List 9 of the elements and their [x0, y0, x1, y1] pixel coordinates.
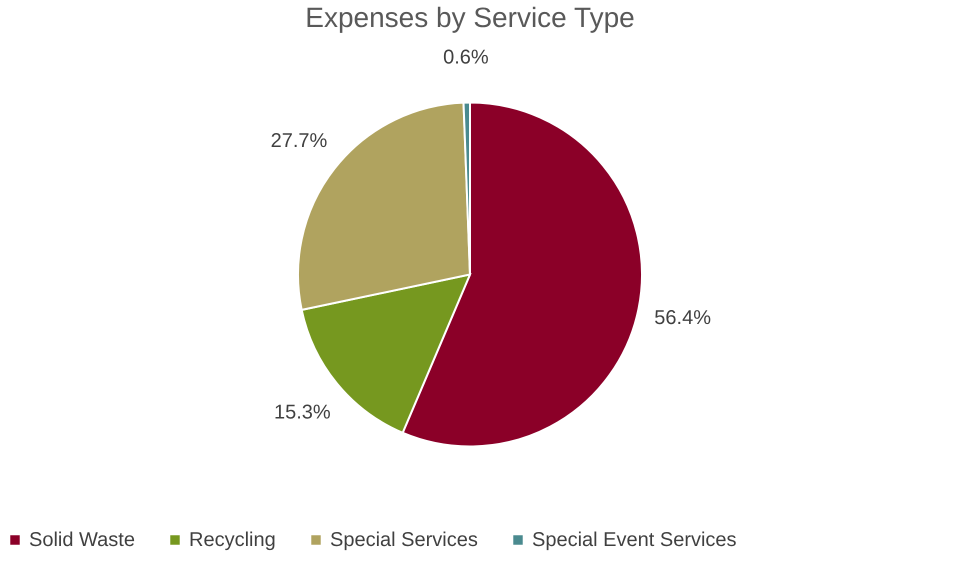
data-label: 0.6% — [443, 46, 489, 69]
data-label: 56.4% — [654, 306, 712, 329]
legend-label: Recycling — [189, 529, 276, 551]
legend-label: Special Event Services — [532, 529, 737, 551]
chart-title: Expenses by Service Type — [305, 2, 635, 33]
legend-label: Special Services — [330, 529, 478, 551]
legend-label: Solid Waste — [29, 529, 135, 551]
data-label: 27.7% — [270, 130, 328, 152]
data-label: 15.3% — [274, 401, 331, 424]
